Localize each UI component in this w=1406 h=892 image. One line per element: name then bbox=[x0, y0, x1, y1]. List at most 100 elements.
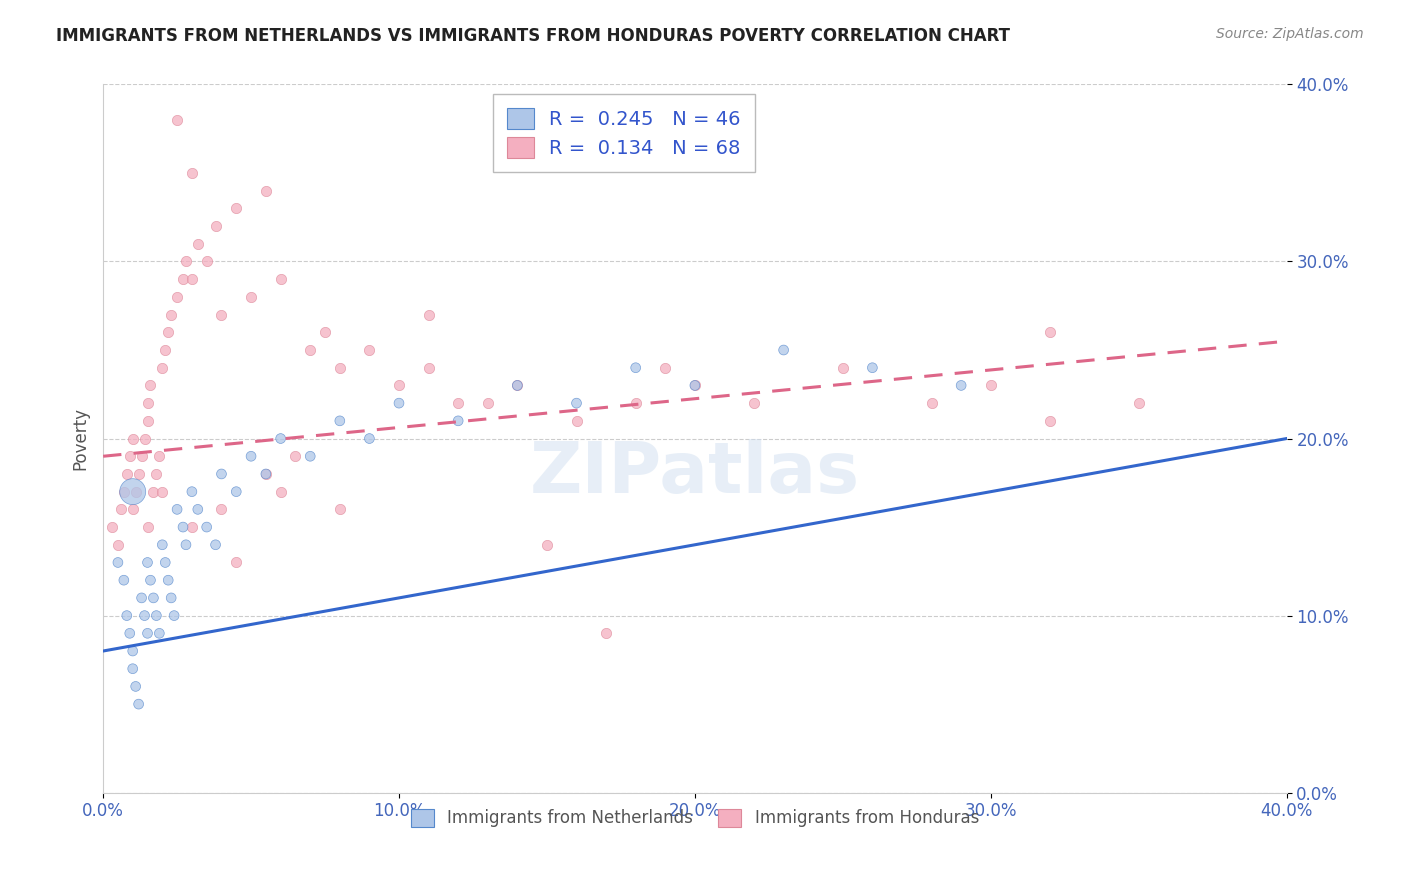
Point bbox=[624, 360, 647, 375]
Point bbox=[187, 236, 209, 251]
Point bbox=[180, 272, 202, 286]
Point bbox=[1039, 326, 1062, 340]
Point bbox=[314, 326, 336, 340]
Point bbox=[225, 556, 247, 570]
Point bbox=[124, 680, 146, 694]
Point bbox=[447, 414, 470, 428]
Point bbox=[860, 360, 883, 375]
Point bbox=[772, 343, 794, 357]
Point bbox=[101, 520, 124, 534]
Point bbox=[112, 484, 135, 499]
Point bbox=[270, 484, 292, 499]
Point bbox=[299, 449, 322, 463]
Point bbox=[172, 520, 194, 534]
Point bbox=[654, 360, 676, 375]
Point bbox=[506, 378, 529, 392]
Point bbox=[150, 484, 173, 499]
Text: IMMIGRANTS FROM NETHERLANDS VS IMMIGRANTS FROM HONDURAS POVERTY CORRELATION CHAR: IMMIGRANTS FROM NETHERLANDS VS IMMIGRANT… bbox=[56, 27, 1011, 45]
Point bbox=[150, 360, 173, 375]
Point bbox=[359, 432, 381, 446]
Point bbox=[124, 484, 146, 499]
Point bbox=[142, 484, 165, 499]
Point bbox=[110, 502, 132, 516]
Point bbox=[254, 184, 277, 198]
Point bbox=[180, 166, 202, 180]
Point bbox=[284, 449, 307, 463]
Point bbox=[163, 608, 186, 623]
Point bbox=[145, 467, 167, 481]
Point bbox=[477, 396, 499, 410]
Point bbox=[683, 378, 706, 392]
Point bbox=[299, 343, 322, 357]
Point bbox=[254, 467, 277, 481]
Point bbox=[204, 538, 226, 552]
Point bbox=[166, 290, 188, 304]
Point bbox=[160, 591, 183, 605]
Point bbox=[225, 202, 247, 216]
Point bbox=[506, 378, 529, 392]
Point bbox=[150, 538, 173, 552]
Point bbox=[950, 378, 973, 392]
Point bbox=[536, 538, 558, 552]
Point bbox=[624, 396, 647, 410]
Point bbox=[136, 626, 159, 640]
Point bbox=[131, 449, 153, 463]
Point bbox=[270, 432, 292, 446]
Point bbox=[121, 502, 143, 516]
Point bbox=[1039, 414, 1062, 428]
Point bbox=[195, 254, 218, 268]
Point bbox=[118, 626, 141, 640]
Point bbox=[128, 697, 150, 711]
Point bbox=[980, 378, 1002, 392]
Point bbox=[565, 414, 588, 428]
Point bbox=[204, 219, 226, 233]
Point bbox=[121, 484, 143, 499]
Point bbox=[742, 396, 765, 410]
Point bbox=[1128, 396, 1150, 410]
Point bbox=[155, 556, 177, 570]
Point bbox=[359, 343, 381, 357]
Point bbox=[115, 608, 138, 623]
Point bbox=[134, 608, 156, 623]
Point bbox=[136, 556, 159, 570]
Point bbox=[121, 432, 143, 446]
Point bbox=[128, 467, 150, 481]
Point bbox=[107, 538, 129, 552]
Point bbox=[418, 308, 440, 322]
Point bbox=[683, 378, 706, 392]
Point bbox=[112, 573, 135, 587]
Point bbox=[148, 449, 170, 463]
Y-axis label: Poverty: Poverty bbox=[72, 407, 89, 470]
Point bbox=[240, 449, 263, 463]
Point bbox=[121, 644, 143, 658]
Point bbox=[174, 254, 197, 268]
Point bbox=[187, 502, 209, 516]
Point bbox=[329, 360, 352, 375]
Point bbox=[211, 502, 233, 516]
Point bbox=[148, 626, 170, 640]
Point bbox=[595, 626, 617, 640]
Point bbox=[166, 502, 188, 516]
Point bbox=[121, 662, 143, 676]
Point bbox=[388, 378, 411, 392]
Text: ZIPatlas: ZIPatlas bbox=[530, 440, 860, 508]
Point bbox=[831, 360, 853, 375]
Point bbox=[211, 467, 233, 481]
Point bbox=[136, 520, 159, 534]
Point bbox=[240, 290, 263, 304]
Point bbox=[136, 396, 159, 410]
Point bbox=[118, 449, 141, 463]
Point bbox=[195, 520, 218, 534]
Point bbox=[388, 396, 411, 410]
Point bbox=[139, 378, 162, 392]
Point bbox=[172, 272, 194, 286]
Point bbox=[180, 520, 202, 534]
Point bbox=[225, 484, 247, 499]
Text: Source: ZipAtlas.com: Source: ZipAtlas.com bbox=[1216, 27, 1364, 41]
Point bbox=[157, 573, 180, 587]
Point bbox=[174, 538, 197, 552]
Point bbox=[157, 326, 180, 340]
Point bbox=[329, 502, 352, 516]
Point bbox=[115, 467, 138, 481]
Point bbox=[142, 591, 165, 605]
